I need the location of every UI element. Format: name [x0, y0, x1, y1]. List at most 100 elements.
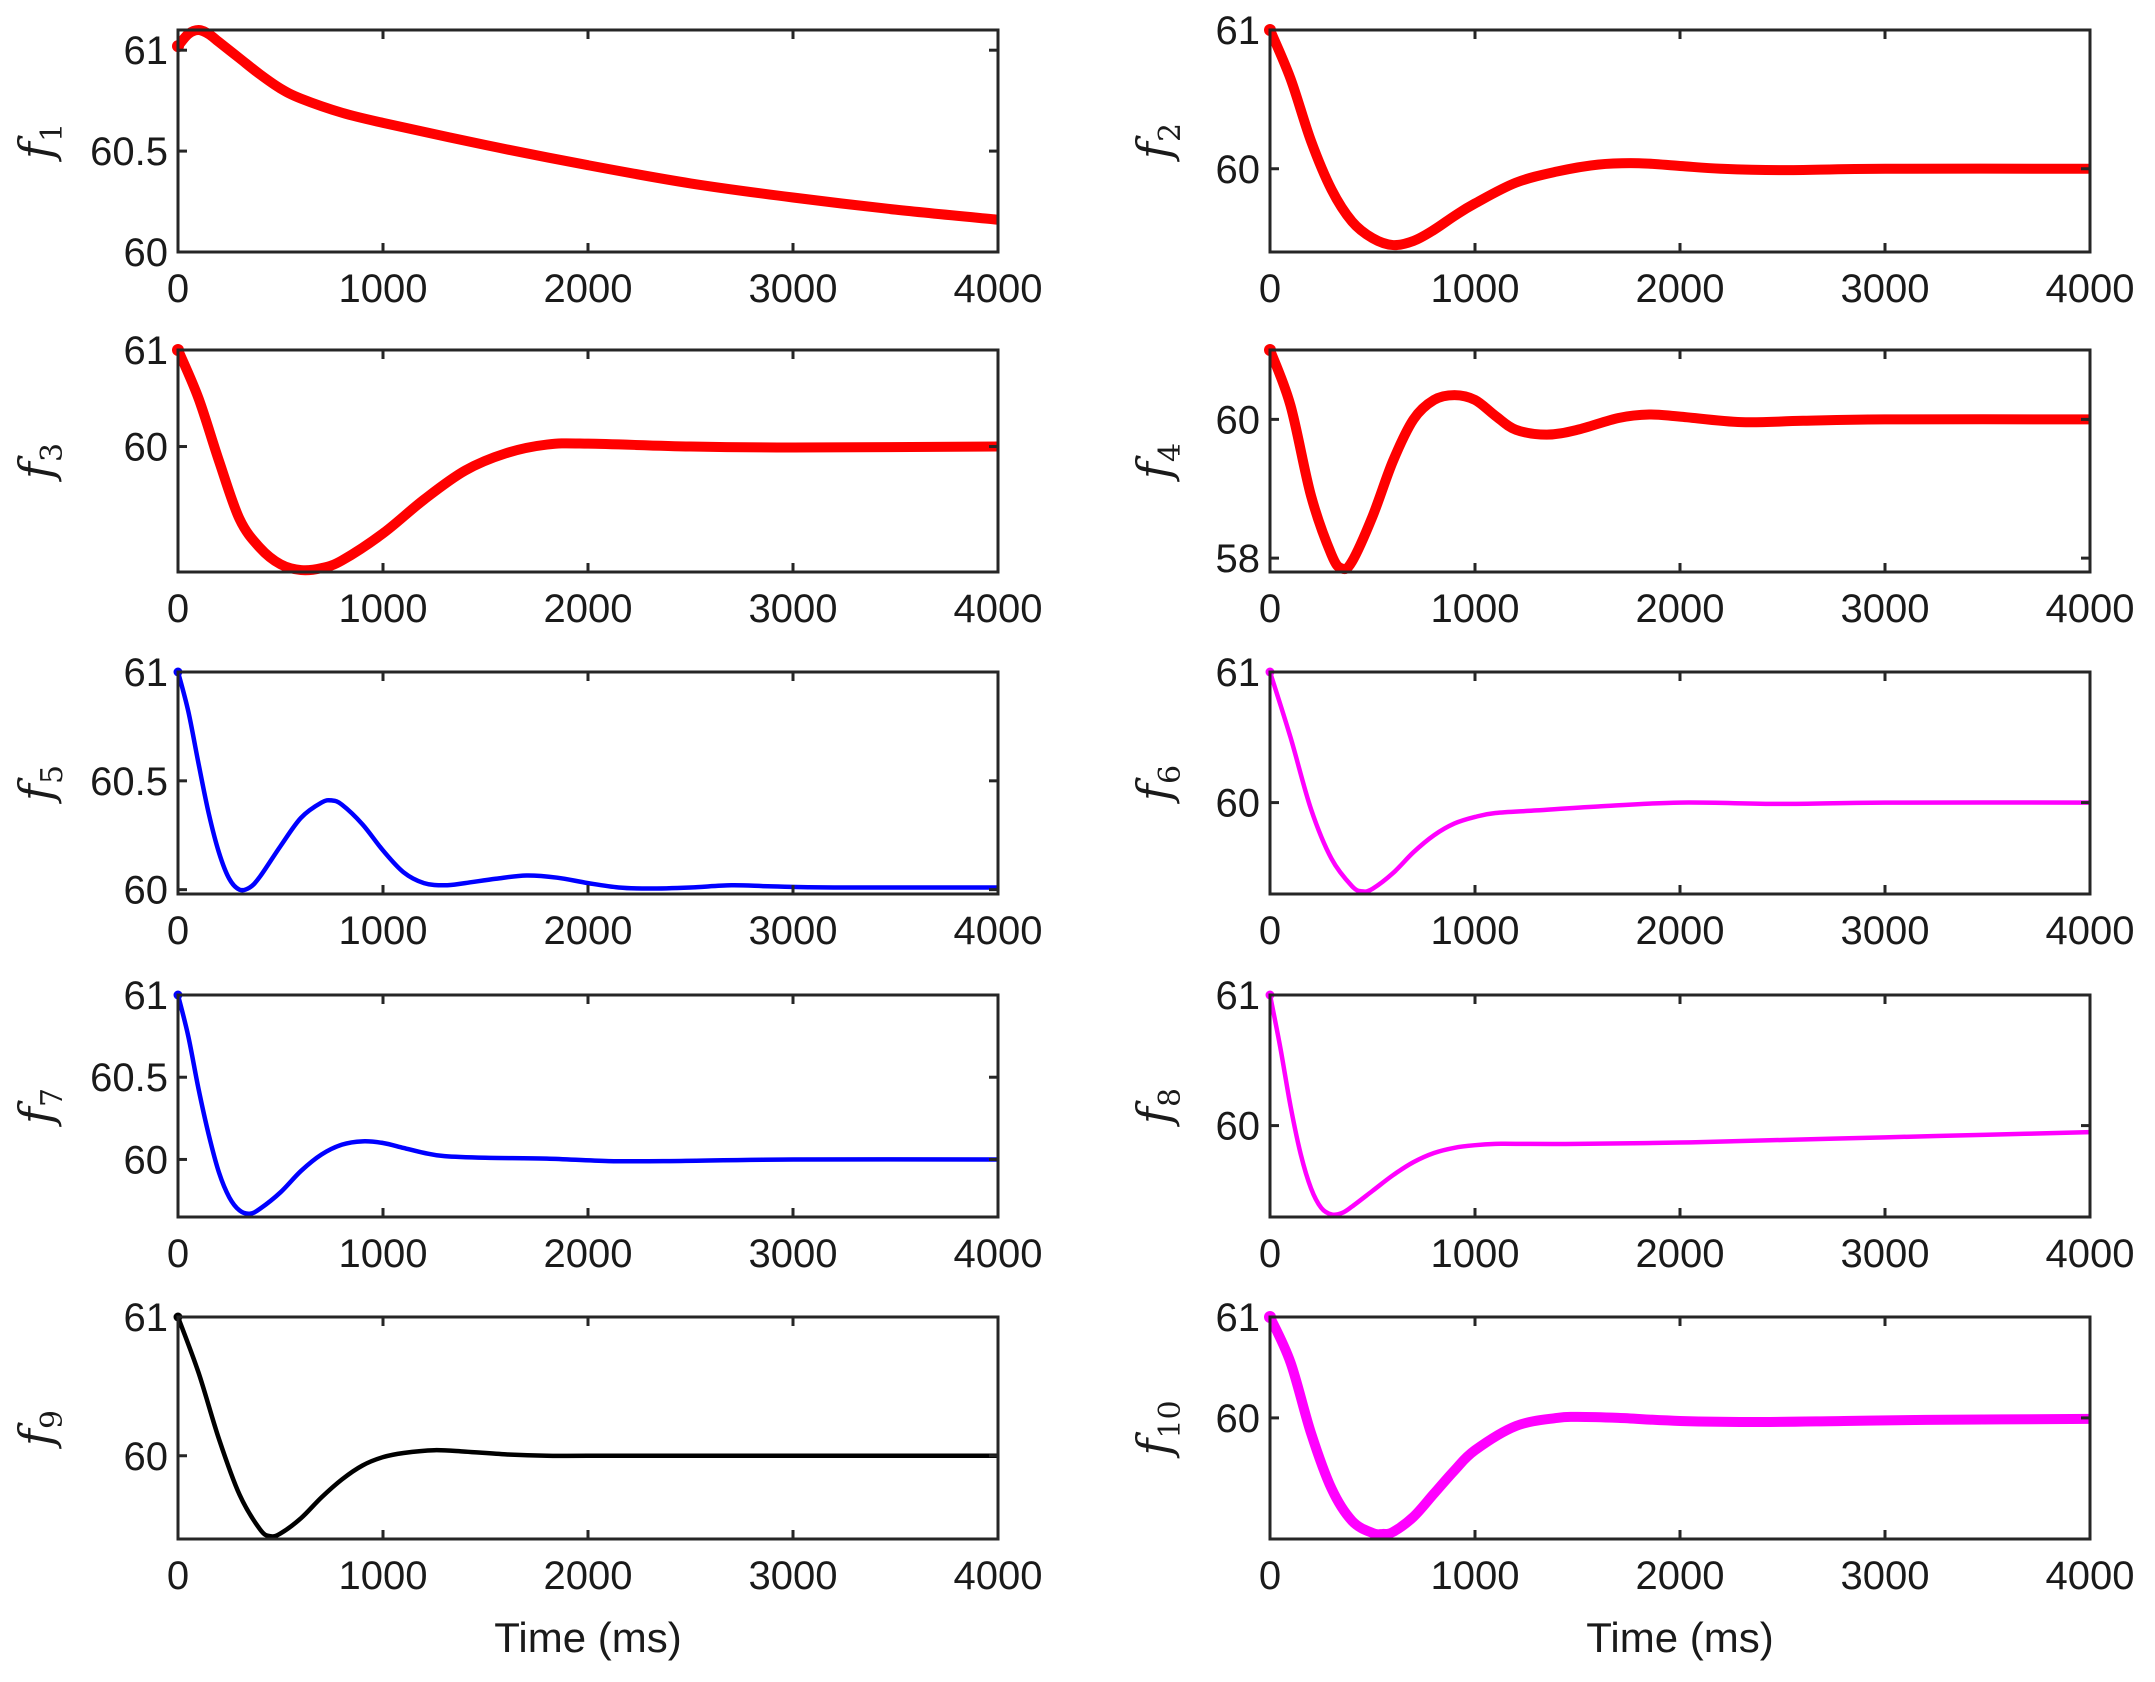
y-tick-label: 58	[1216, 537, 1261, 581]
subplot-f3: 0 1000 2000 3000 4000 60 61 f3	[9, 329, 1042, 631]
series-line-f10	[1270, 1312, 2090, 1540]
subplot-f9: 0 1000 2000 3000 4000 60 61 f9 Time (ms)	[9, 1296, 1042, 1661]
x-tick-label: 3000	[749, 1232, 838, 1276]
y-tick-label: 60	[124, 1435, 169, 1479]
y-axis-label: f1	[9, 123, 70, 162]
y-tick-label: 60	[1216, 148, 1261, 192]
x-tick-label: 4000	[2046, 1232, 2135, 1276]
x-tick-label: 1000	[1431, 1232, 1520, 1276]
x-tick-label: 3000	[1841, 267, 1930, 311]
subplot-f10: 0 1000 2000 3000 4000 60 61 f10 Time (ms)	[1127, 1296, 2134, 1661]
y-axis-label: f8	[1127, 1088, 1188, 1127]
x-tick-label: 2000	[544, 587, 633, 631]
subplot-f5: 0 1000 2000 3000 4000 60 60.5 61 f5	[9, 651, 1042, 953]
plot-area	[1270, 995, 2090, 1217]
x-tick-label: 4000	[954, 1232, 1043, 1276]
y-tick-label: 61	[1216, 651, 1261, 695]
x-tick-label: 1000	[339, 909, 428, 953]
subplot-f4: 0 1000 2000 3000 4000 58 60 f4	[1127, 344, 2134, 631]
x-tick-label: 3000	[1841, 587, 1930, 631]
subplot-f6: 0 1000 2000 3000 4000 60 61 f6	[1127, 651, 2134, 953]
y-tick-label: 60	[1216, 398, 1261, 442]
y-axis-label-subscript: 6	[1153, 765, 1188, 784]
y-tick-label: 61	[1216, 9, 1261, 53]
x-tick-label: 2000	[544, 909, 633, 953]
plot-area	[178, 350, 998, 572]
y-axis-label: f6	[1127, 765, 1188, 804]
plot-area	[1270, 30, 2090, 252]
x-tick-label: 0	[167, 1232, 189, 1276]
x-tick-label: 1000	[339, 267, 428, 311]
series-line-f9	[178, 1314, 998, 1539]
x-tick-label: 1000	[339, 1554, 428, 1598]
y-tick-label: 60.5	[90, 760, 168, 804]
x-tick-label: 4000	[2046, 909, 2135, 953]
series-line-f4	[1270, 345, 2090, 575]
y-tick-label: 60.5	[90, 130, 168, 174]
x-tick-label: 3000	[749, 587, 838, 631]
series-line-f6	[1270, 669, 2090, 894]
x-tick-label: 2000	[1636, 909, 1725, 953]
x-tick-label: 2000	[1636, 587, 1725, 631]
x-tick-label: 3000	[749, 267, 838, 311]
x-tick-label: 1000	[339, 1232, 428, 1276]
x-tick-label: 0	[167, 909, 189, 953]
x-tick-label: 1000	[1431, 587, 1520, 631]
y-axis-label: f5	[9, 765, 70, 804]
x-tick-label: 1000	[339, 587, 428, 631]
plot-area	[178, 30, 998, 252]
series-line-f7	[178, 992, 998, 1217]
x-tick-label: 2000	[544, 267, 633, 311]
y-tick-label: 60	[124, 1138, 169, 1182]
x-tick-label: 4000	[2046, 1554, 2135, 1598]
y-axis-label-subscript: 3	[35, 443, 70, 462]
x-tick-label: 4000	[954, 909, 1043, 953]
y-tick-label: 60.5	[90, 1056, 168, 1100]
x-tick-label: 3000	[1841, 1554, 1930, 1598]
y-tick-label: 60	[124, 231, 169, 275]
subplot-f8: 0 1000 2000 3000 4000 60 61 f8	[1127, 974, 2134, 1276]
x-tick-label: 4000	[954, 1554, 1043, 1598]
series-line-f1	[178, 25, 998, 225]
plot-area	[1270, 1317, 2090, 1539]
x-tick-label: 4000	[954, 267, 1043, 311]
y-axis-label-subscript: 7	[35, 1088, 70, 1107]
series-line-f3	[178, 345, 998, 576]
y-tick-label: 61	[1216, 974, 1261, 1018]
series-line-f8	[1270, 992, 2090, 1217]
y-tick-label: 60	[1216, 782, 1261, 826]
x-tick-label: 0	[1259, 909, 1281, 953]
y-axis-label: f10	[1127, 1400, 1188, 1458]
x-tick-label: 2000	[1636, 1554, 1725, 1598]
subplot-f7: 0 1000 2000 3000 4000 60 60.5 61 f7	[9, 974, 1042, 1276]
plot-area	[1270, 672, 2090, 894]
y-axis-label: f9	[9, 1410, 70, 1449]
x-tick-label: 0	[1259, 267, 1281, 311]
plot-area	[178, 672, 998, 894]
series-line-f2	[1270, 25, 2090, 251]
subplot-f2: 0 1000 2000 3000 4000 60 61 f2	[1127, 9, 2134, 311]
x-axis-label: Time (ms)	[1586, 1614, 1773, 1661]
x-tick-label: 3000	[1841, 1232, 1930, 1276]
x-tick-label: 0	[1259, 1554, 1281, 1598]
x-tick-label: 3000	[749, 1554, 838, 1598]
y-axis-label-subscript: 4	[1153, 443, 1188, 462]
x-tick-label: 2000	[544, 1232, 633, 1276]
y-axis-label: f2	[1127, 123, 1188, 162]
y-tick-label: 60	[1216, 1105, 1261, 1149]
x-axis-label: Time (ms)	[494, 1614, 681, 1661]
x-tick-label: 0	[167, 1554, 189, 1598]
y-tick-label: 61	[124, 974, 169, 1018]
plot-area	[1270, 350, 2090, 572]
x-tick-label: 0	[1259, 1232, 1281, 1276]
y-axis-label: f3	[9, 443, 70, 482]
x-tick-label: 2000	[1636, 1232, 1725, 1276]
x-tick-label: 2000	[544, 1554, 633, 1598]
series-line-f5	[178, 669, 998, 893]
y-tick-label: 60	[124, 426, 169, 470]
x-tick-label: 0	[167, 267, 189, 311]
x-tick-label: 1000	[1431, 1554, 1520, 1598]
y-tick-label: 61	[124, 329, 169, 373]
y-tick-label: 61	[124, 1296, 169, 1340]
y-tick-label: 61	[124, 651, 169, 695]
